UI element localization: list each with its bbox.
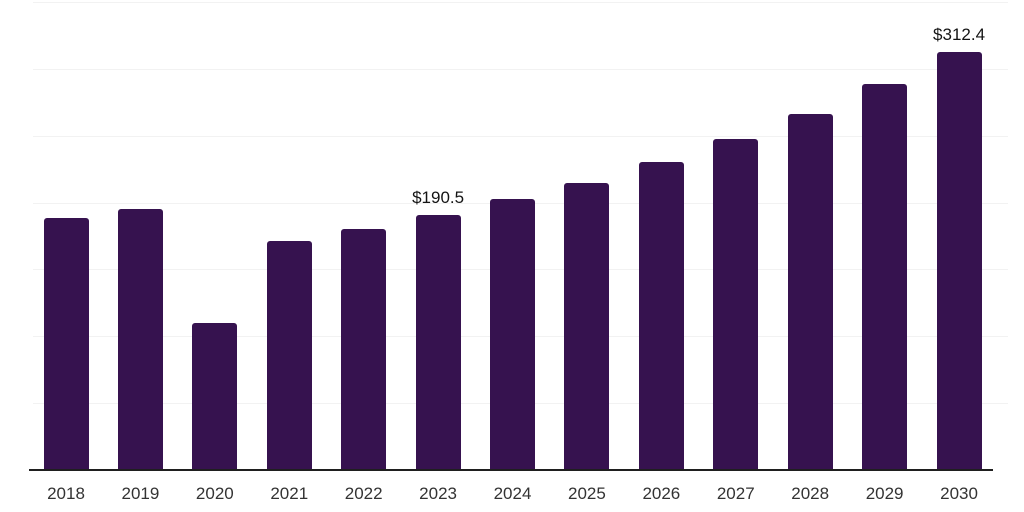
x-tick-2021: 2021	[270, 484, 309, 503]
value-label-2023: $190.5	[412, 188, 465, 208]
x-axis-labels: 2018 2019 2020 2021 2022 2023 2024 2025 2026 2027…	[33, 484, 1008, 506]
x-tick-2029: 2029	[865, 484, 904, 503]
x-tick-2028: 2028	[791, 484, 830, 503]
bar-2021	[266, 240, 312, 470]
x-tick-2020: 2020	[195, 484, 234, 503]
bar-2020	[192, 322, 238, 470]
bar-2029	[862, 84, 908, 470]
x-tick-2024: 2024	[493, 484, 532, 503]
x-tick-2026: 2026	[642, 484, 681, 503]
bar-2023	[415, 215, 461, 470]
x-tick-2022: 2022	[344, 484, 383, 503]
value-label-2030: $312.4	[933, 25, 986, 45]
x-axis-line	[29, 469, 993, 471]
bar-2024	[490, 198, 536, 470]
x-tick-2025: 2025	[568, 484, 606, 503]
bar-2030	[936, 52, 982, 470]
x-tick-2018: 2018	[47, 484, 85, 503]
bar-2019	[117, 209, 163, 470]
bar-2022	[341, 229, 387, 470]
x-tick-2030: 2030	[940, 484, 978, 503]
bar-2027	[713, 139, 759, 470]
x-tick-2023: 2023	[419, 484, 458, 503]
x-tick-2019: 2019	[121, 484, 160, 503]
gridline	[33, 2, 1008, 3]
plot-area: $190.5 $312.4	[33, 2, 1008, 470]
bar-2018	[43, 218, 89, 470]
bar-2025	[564, 183, 610, 470]
x-tick-2027: 2027	[716, 484, 755, 503]
gridline	[33, 68, 1008, 70]
gridline	[33, 135, 1008, 137]
bar-2028	[787, 114, 833, 470]
bar-2026	[638, 162, 684, 470]
